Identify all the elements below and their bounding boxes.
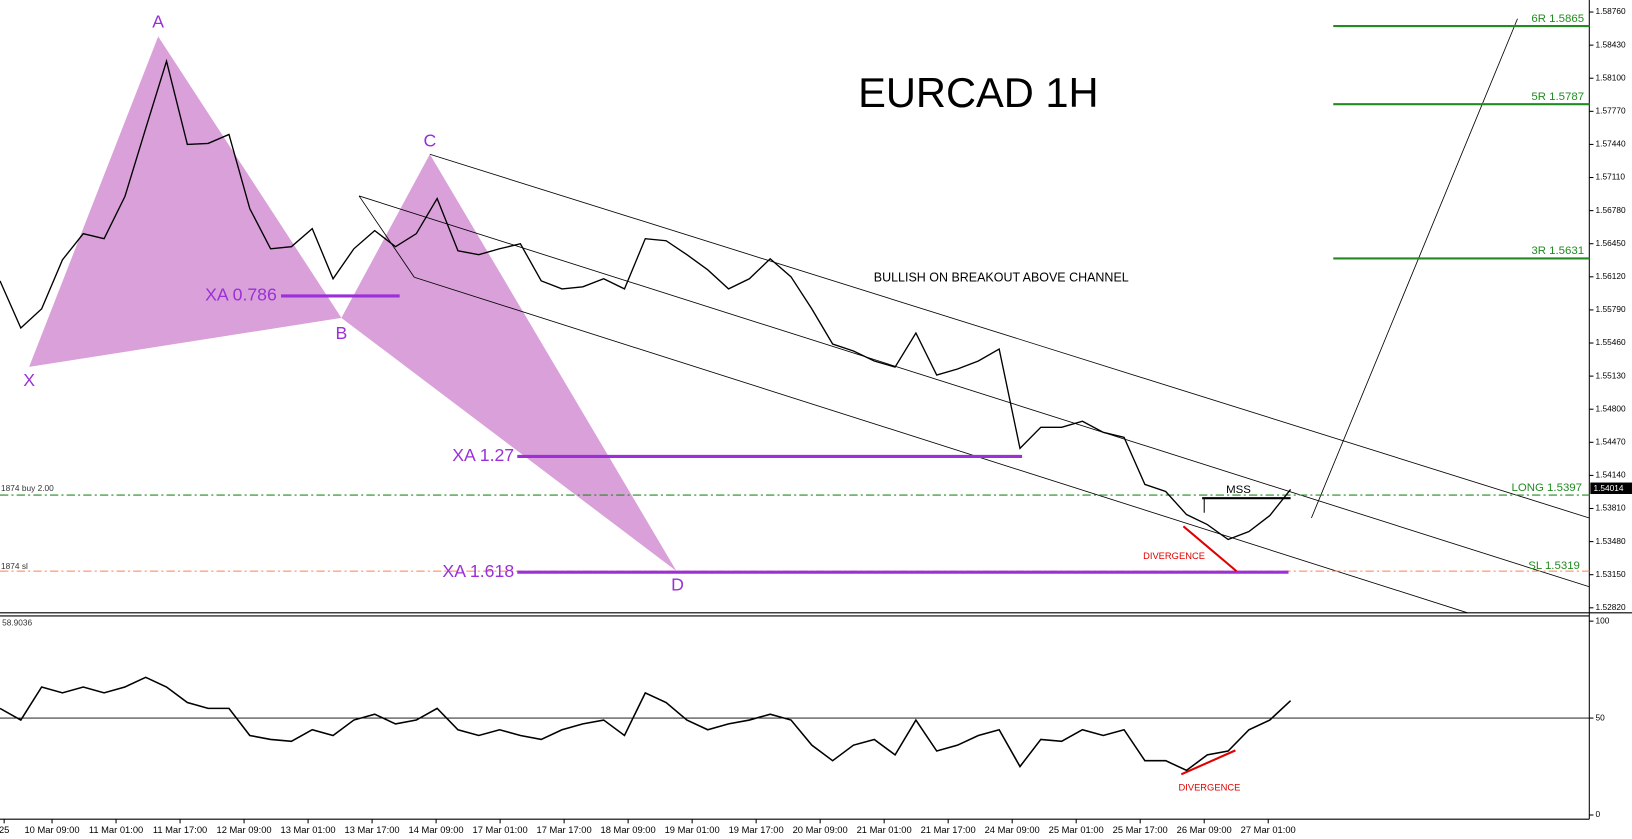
target-label: 3R 1.5631 — [1531, 245, 1584, 257]
chart-title: EURCAD 1H — [858, 69, 1099, 116]
y-tick-label: 1.57440 — [1596, 139, 1626, 149]
y-tick-label: 1.55790 — [1596, 304, 1626, 314]
divergence-label: DIVERGENCE — [1178, 782, 1240, 792]
x-tick-label: 26 Mar 09:00 — [1177, 825, 1232, 835]
x-tick-label: 11 Mar 01:00 — [89, 825, 143, 835]
y-tick-label: 1.53480 — [1596, 536, 1626, 546]
y-tick-label: 1.53810 — [1596, 503, 1626, 513]
sl-label: SL 1.5319 — [1528, 560, 1580, 572]
y-tick-label: 1.54140 — [1596, 470, 1626, 480]
x-tick-label: 13 Mar 01:00 — [281, 825, 336, 835]
point-label: D — [671, 574, 684, 594]
fib-label: XA 1.27 — [452, 445, 514, 465]
x-tick-label: 19 Mar 01:00 — [665, 825, 720, 835]
price-line — [0, 58, 1292, 541]
x-tick-label: 25 Mar 01:00 — [1049, 825, 1104, 835]
target-label: 5R 1.5787 — [1531, 91, 1584, 103]
x-tick-label: 12 Mar 09:00 — [217, 825, 272, 835]
target-label: 6R 1.5865 — [1531, 13, 1584, 25]
channel-line — [414, 276, 1468, 614]
y-tick-label: 1.52820 — [1596, 602, 1626, 612]
y-tick-label: 1.57110 — [1596, 172, 1626, 182]
y-tick-label: 1.55460 — [1596, 337, 1626, 347]
y-tick-label: 0 — [1596, 809, 1601, 819]
x-tick-label: 25 Mar 17:00 — [1113, 825, 1168, 835]
x-tick-label: 14 Mar 09:00 — [409, 825, 464, 835]
x-tick-label: 10 Mar 09:00 — [24, 825, 79, 835]
long-label: LONG 1.5397 — [1511, 482, 1582, 494]
order-label: 1874 sl — [1, 561, 28, 571]
rsi-value: 58.9036 — [2, 617, 32, 627]
y-tick-label: 50 — [1596, 712, 1606, 722]
note: BULLISH ON BREAKOUT ABOVE CHANNEL — [874, 271, 1129, 285]
y-tick-label: 1.56780 — [1596, 205, 1626, 215]
point-label: X — [23, 370, 35, 390]
price-box — [1590, 482, 1632, 495]
pattern-xab — [29, 36, 342, 367]
last-price: 1.54014 — [1593, 483, 1623, 493]
divergence-label: DIVERGENCE — [1143, 551, 1205, 561]
y-tick-label: 1.56120 — [1596, 271, 1626, 281]
order-label: 1874 buy 2.00 — [1, 483, 54, 493]
x-tick-label: 20 Mar 09:00 — [793, 825, 848, 835]
divergence-line — [1180, 749, 1236, 776]
x-tick-label: 18 Mar 09:00 — [601, 825, 656, 835]
y-tick-label: 1.58760 — [1596, 6, 1626, 16]
x-tick-label: 13 Mar 17:00 — [345, 825, 400, 835]
y-tick-label: 1.54470 — [1596, 437, 1626, 447]
channel-line — [429, 153, 1590, 519]
x-tick-label: 21 Mar 01:00 — [857, 825, 912, 835]
fib-label: XA 0.786 — [205, 285, 277, 305]
y-tick-label: 100 — [1596, 615, 1610, 625]
projection-line — [1311, 18, 1518, 519]
point-label: C — [423, 130, 436, 150]
x-tick-label: 25 — [0, 825, 9, 835]
channel-line — [358, 195, 1590, 588]
y-tick-label: 1.58100 — [1596, 72, 1626, 82]
x-tick-label: 11 Mar 17:00 — [153, 825, 207, 835]
mss-label: MSS — [1226, 484, 1251, 496]
y-tick-label: 1.56450 — [1596, 238, 1626, 248]
divergence-line — [1182, 525, 1238, 572]
point-label: A — [152, 12, 164, 32]
x-tick-label: 19 Mar 17:00 — [729, 825, 784, 835]
x-tick-label: 21 Mar 17:00 — [921, 825, 976, 835]
y-tick-label: 1.58430 — [1596, 39, 1626, 49]
y-tick-label: 1.53150 — [1596, 569, 1626, 579]
x-tick-label: 27 Mar 01:00 — [1241, 825, 1296, 835]
x-tick-label: 17 Mar 17:00 — [537, 825, 592, 835]
y-tick-label: 1.54800 — [1596, 403, 1626, 413]
x-tick-label: 24 Mar 09:00 — [985, 825, 1040, 835]
channel-line — [358, 195, 415, 278]
y-tick-label: 1.55130 — [1596, 370, 1626, 380]
y-tick-label: 1.57770 — [1596, 106, 1626, 116]
rsi-line — [0, 676, 1292, 772]
fib-label: XA 1.618 — [442, 561, 514, 581]
pattern-bcd — [341, 154, 677, 572]
point-label: B — [335, 323, 347, 343]
x-tick-label: 17 Mar 01:00 — [473, 825, 528, 835]
